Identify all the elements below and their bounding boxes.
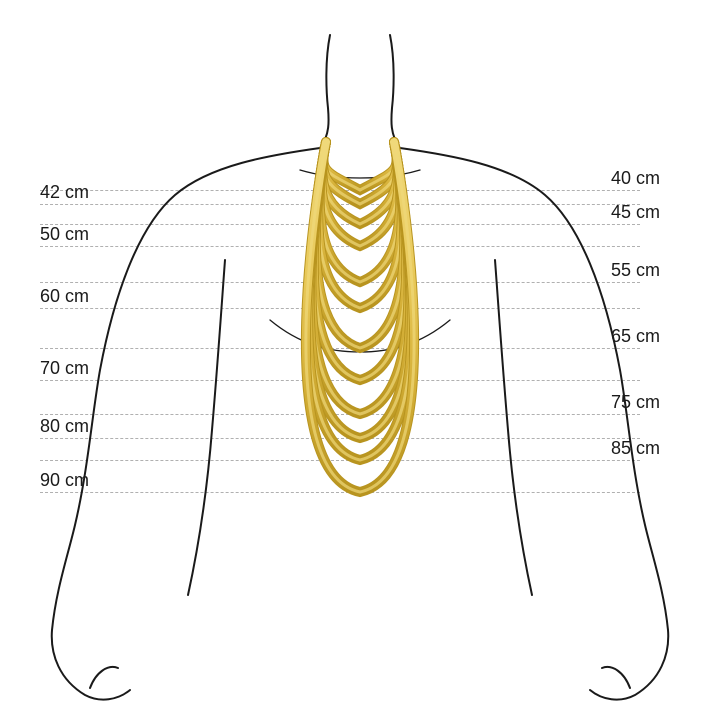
length-label-left: 50 cm — [40, 224, 89, 245]
length-label-right: 85 cm — [611, 438, 660, 459]
diagram-container: 42 cm 50 cm 60 cm 70 cm 80 cm 90 cm 40 cm 45 cm… — [0, 0, 720, 720]
length-label-right: 65 cm — [611, 326, 660, 347]
length-label-left: 80 cm — [40, 416, 89, 437]
length-label-right: 75 cm — [611, 392, 660, 413]
length-label-right: 40 cm — [611, 168, 660, 189]
length-label-left: 90 cm — [40, 470, 89, 491]
length-label-left: 42 cm — [40, 182, 89, 203]
body-silhouette — [52, 35, 668, 700]
length-label-left: 70 cm — [40, 358, 89, 379]
length-label-left: 60 cm — [40, 286, 89, 307]
figure-svg — [0, 0, 720, 720]
length-label-right: 55 cm — [611, 260, 660, 281]
chains-group — [306, 142, 414, 492]
length-label-right: 45 cm — [611, 202, 660, 223]
